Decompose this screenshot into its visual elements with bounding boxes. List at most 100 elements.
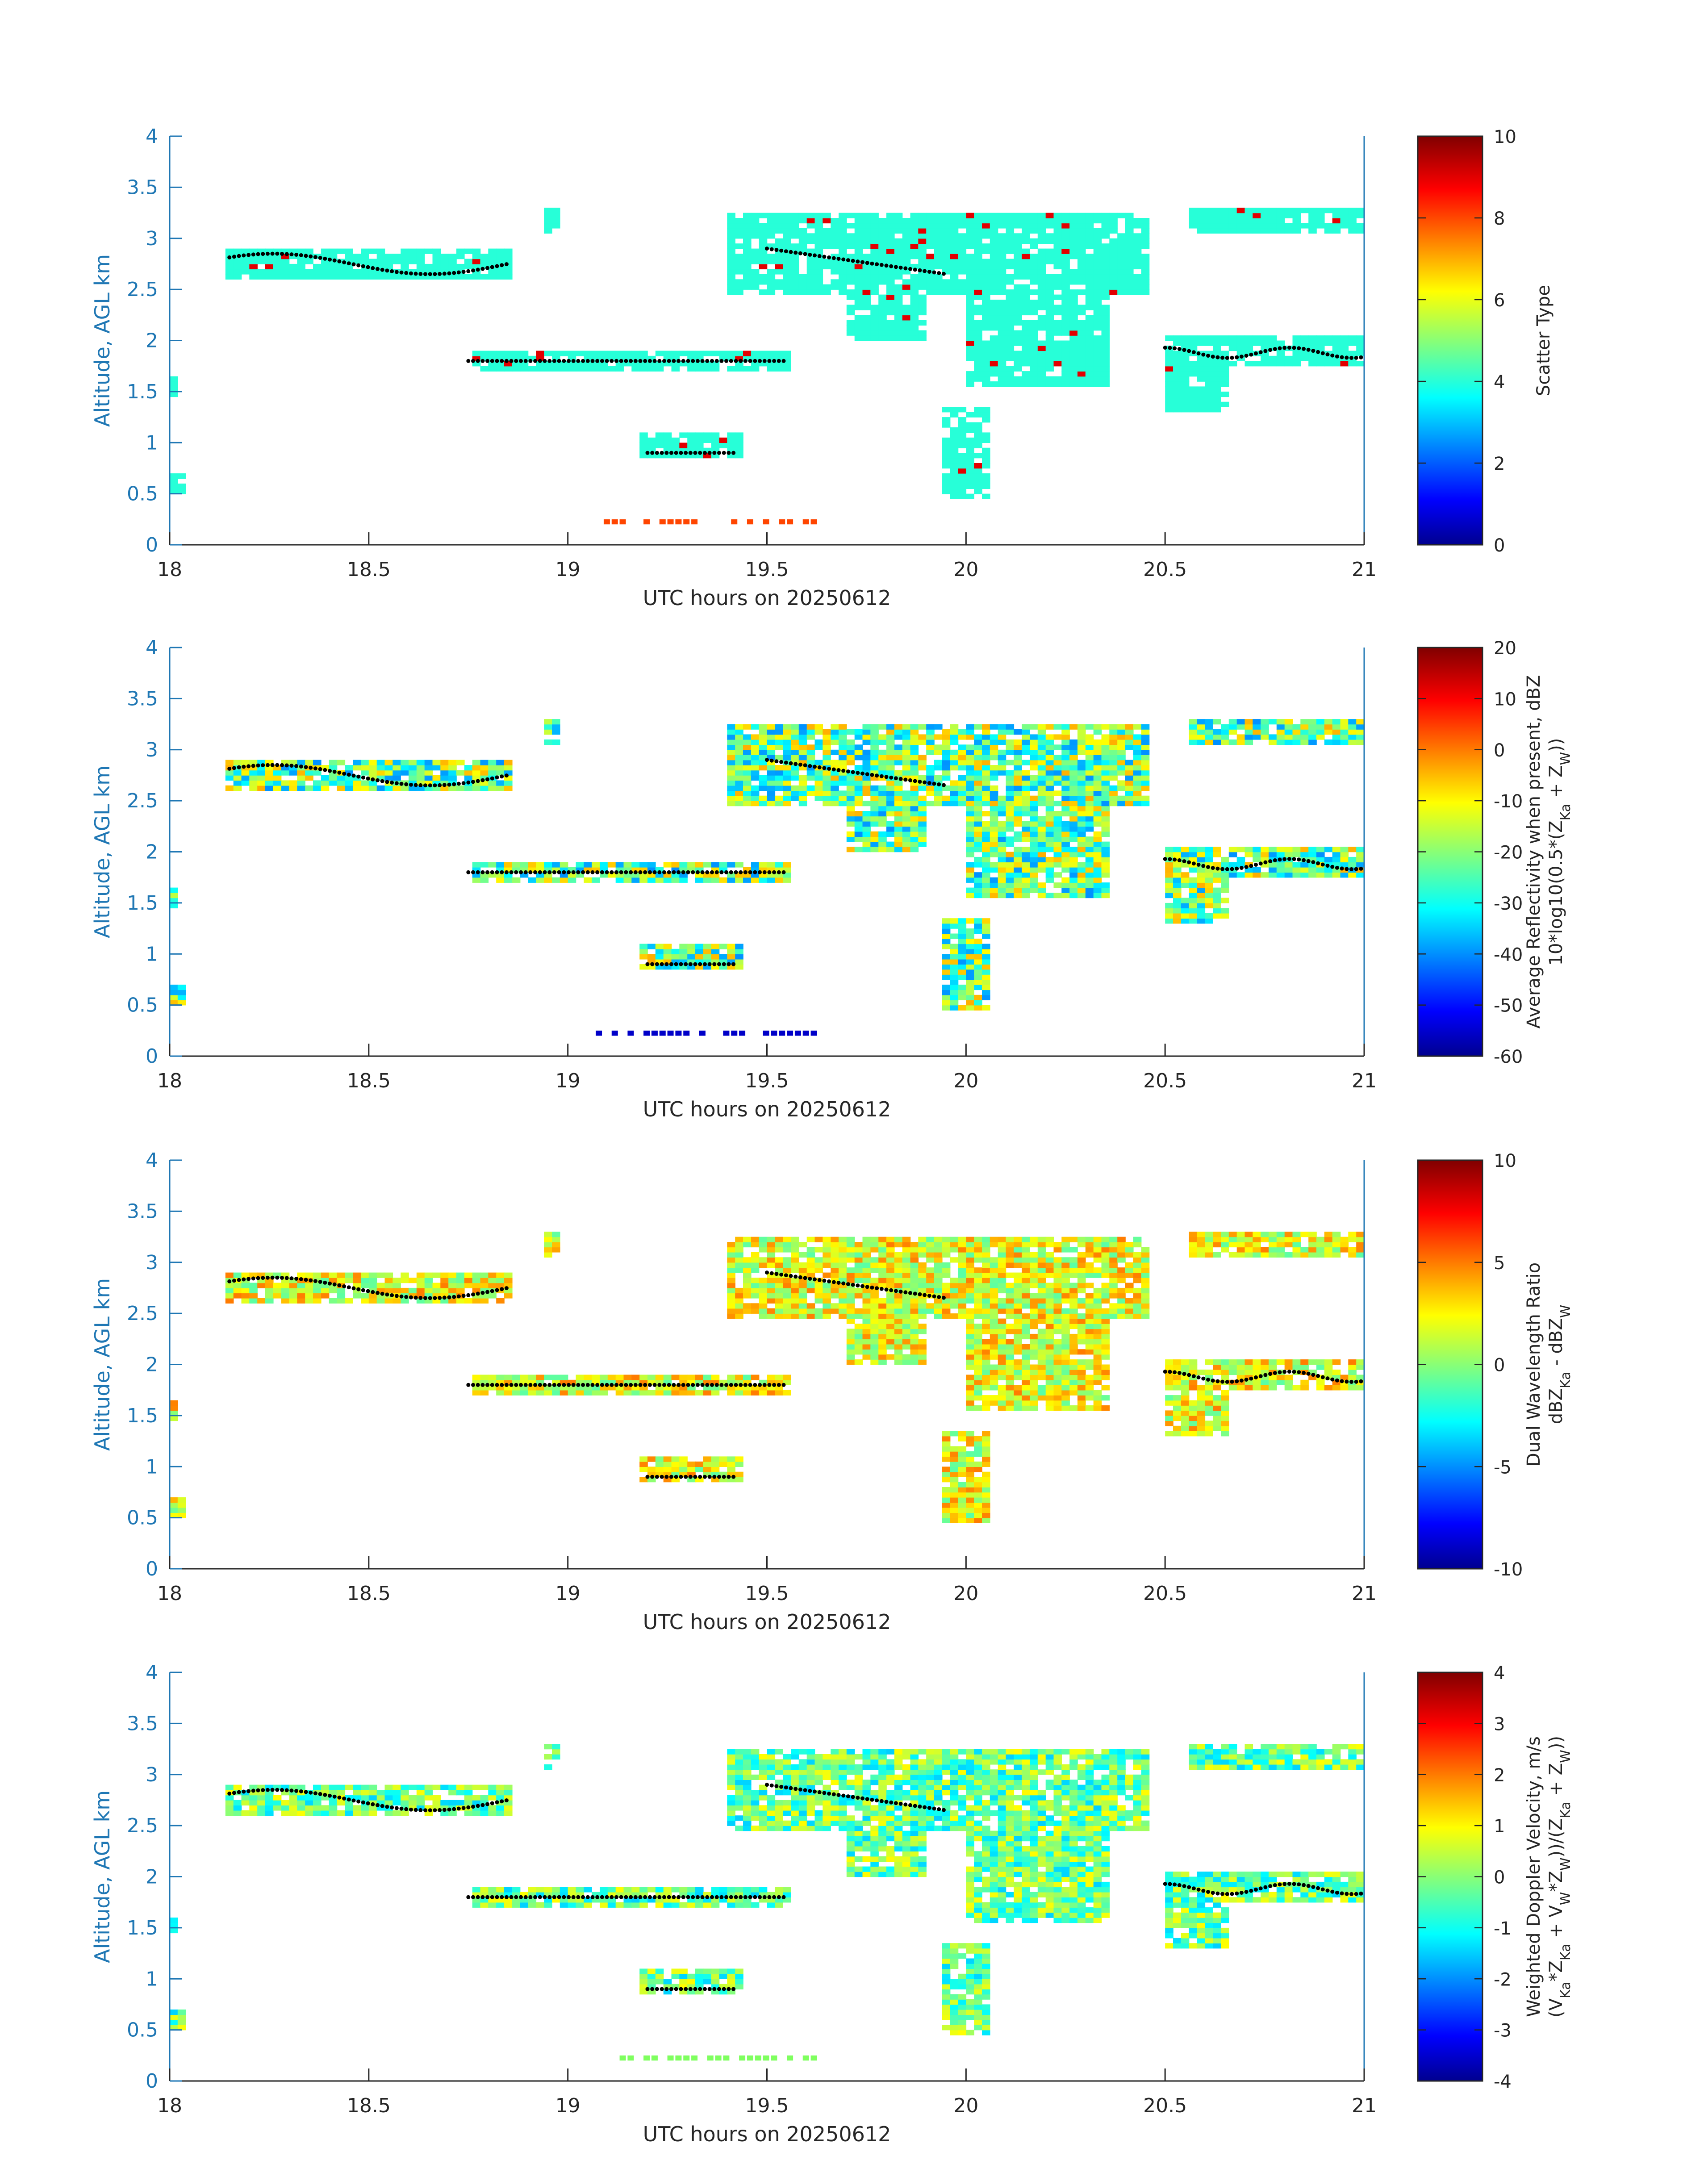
heatmap-cell: [552, 1247, 560, 1253]
heatmap-cell: [1181, 852, 1190, 857]
heatmap-cell: [1324, 724, 1333, 730]
heatmap-cell: [998, 724, 1006, 730]
heatmap-cell: [663, 862, 672, 868]
heatmap-cell: [990, 826, 998, 832]
heatmap-cell: [703, 361, 712, 367]
boundary-dot: [284, 252, 289, 256]
heatmap-cell: [472, 274, 481, 280]
heatmap-cell: [1022, 882, 1030, 888]
heatmap-cell: [902, 269, 911, 275]
boundary-dot: [1325, 864, 1330, 868]
heatmap-cell: [974, 254, 982, 259]
heatmap-cell: [910, 325, 919, 331]
heatmap-cell: [1205, 887, 1213, 893]
heatmap-cell: [1221, 340, 1229, 346]
heatmap-cell: [401, 254, 409, 259]
heatmap-cell: [1093, 274, 1102, 280]
heatmap-cell: [177, 1000, 186, 1006]
heatmap-cell: [297, 269, 305, 275]
heatmap-cell: [727, 218, 735, 224]
heatmap-cell: [839, 248, 847, 254]
heatmap-cell: [409, 1278, 417, 1283]
heatmap-cell: [743, 1390, 752, 1396]
heatmap-cell: [536, 1385, 544, 1391]
heatmap-cell: [783, 1287, 791, 1294]
heatmap-cell: [870, 254, 879, 259]
heatmap-cell: [862, 320, 871, 326]
heatmap-cell: [886, 284, 895, 290]
heatmap-cell: [1189, 852, 1198, 857]
heatmap-cell: [870, 836, 879, 842]
heatmap-cell: [1133, 259, 1142, 264]
heatmap-cell: [1109, 755, 1118, 760]
colorbar-label: Scatter Type: [1533, 285, 1554, 396]
heatmap-cell: [854, 274, 863, 280]
boundary-dot: [731, 451, 736, 455]
heatmap-cell: [1030, 862, 1038, 868]
heatmap-cell: [759, 1242, 768, 1248]
heatmap-cell: [759, 734, 768, 740]
heatmap-cell: [1197, 391, 1206, 397]
heatmap-cell: [1093, 852, 1102, 857]
boundary-dot: [495, 775, 499, 780]
heatmap-cell: [393, 765, 401, 771]
heatmap-cell: [1014, 857, 1022, 863]
heatmap-cell: [1022, 371, 1030, 377]
heatmap-cell: [1085, 345, 1094, 351]
heatmap-cell: [934, 760, 943, 765]
heatmap-cell: [982, 801, 990, 806]
heatmap-cell: [783, 1293, 791, 1299]
heatmap-cell: [966, 233, 974, 239]
boundary-dot: [605, 870, 609, 874]
heatmap-cell: [1189, 361, 1198, 367]
heatmap-cell: [1037, 269, 1046, 275]
heatmap-cell: [886, 300, 895, 305]
heatmap-cell: [639, 877, 648, 883]
heatmap-cell: [170, 386, 178, 392]
heatmap-cell: [305, 770, 313, 776]
heatmap-cell: [767, 289, 776, 295]
heatmap-cell: [982, 933, 990, 939]
boundary-dot: [1249, 864, 1253, 868]
boundary-dot: [600, 359, 604, 363]
heatmap-cell: [1030, 371, 1038, 377]
heatmap-cell: [1085, 765, 1094, 771]
heatmap-cell: [783, 1237, 791, 1242]
heatmap-cell: [1221, 213, 1229, 218]
heatmap-cell: [1037, 857, 1046, 863]
heatmap-cell: [942, 223, 951, 229]
heatmap-cell: [1045, 893, 1054, 898]
heatmap-cell: [1236, 223, 1245, 229]
heatmap-cell: [942, 969, 951, 975]
heatmap-cell: [1037, 826, 1046, 832]
heatmap-cell: [1117, 248, 1126, 254]
heatmap-cell: [1236, 739, 1245, 745]
heatmap-cell: [1069, 887, 1078, 893]
heatmap-cell: [1356, 734, 1365, 740]
heatmap-cell: [783, 284, 791, 290]
heatmap-cell: [727, 279, 735, 285]
heatmap-cell: [775, 775, 783, 781]
heatmap-cell: [1284, 729, 1293, 735]
heatmap-cell: [727, 739, 735, 745]
heatmap-cell: [472, 877, 481, 883]
heatmap-cell: [1101, 335, 1110, 341]
colorbar-label-part: )): [1546, 738, 1566, 752]
heatmap-cell: [1022, 775, 1030, 781]
heatmap-cell: [393, 259, 401, 264]
heatmap-cell: [1125, 790, 1134, 796]
heatmap-cell: [233, 1287, 242, 1294]
boundary-dot: [719, 870, 724, 874]
boundary-dot: [332, 769, 337, 774]
boundary-dot: [361, 264, 365, 268]
heatmap-cell: [990, 852, 998, 857]
heatmap-cell: [1037, 248, 1046, 254]
heatmap-cell: [735, 1237, 743, 1242]
heatmap-cell: [886, 749, 895, 755]
heatmap-cell: [823, 228, 831, 234]
heatmap-cell: [1205, 376, 1213, 382]
heatmap-cell: [1061, 826, 1070, 832]
heatmap-cell: [1022, 325, 1030, 331]
heatmap-cell: [942, 453, 951, 459]
heatmap-cell: [942, 974, 951, 980]
